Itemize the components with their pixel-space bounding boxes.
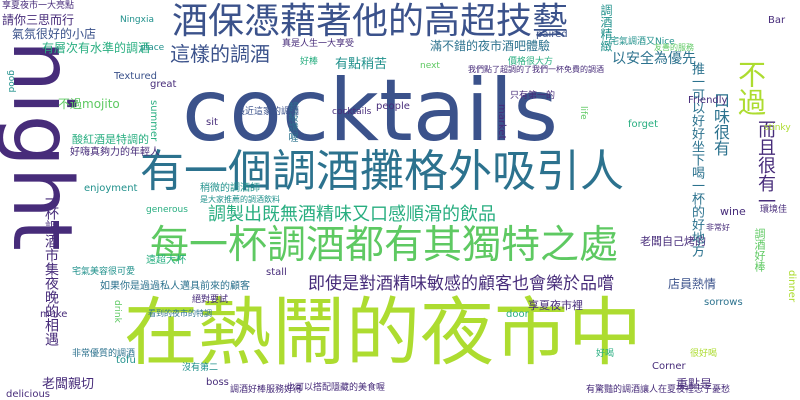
word-market: market xyxy=(496,104,507,140)
word-good-service: 調酒好棒服務好得 xyxy=(230,385,303,395)
word-door: door xyxy=(506,309,529,320)
word-textured: Textured xyxy=(114,71,157,82)
word-exquisite-cocktail: 調酒精緻 xyxy=(599,4,613,52)
word-corner: Corner xyxy=(652,361,686,372)
word-no-second: 沒有第二 xyxy=(182,363,219,373)
word-sour-red-wine: 酸紅酒是特調的 xyxy=(72,133,149,146)
word-great: great xyxy=(150,79,177,90)
word-good: good xyxy=(6,70,16,93)
word-hidden-food: 也可以搭配隱藏的美食喔 xyxy=(286,383,386,393)
word-stall: stall xyxy=(266,267,287,278)
word-energetic-youth: 好嗨真夠力的年輕人 xyxy=(70,147,160,158)
word-tofu: tofu xyxy=(116,355,136,366)
word-ningxia: Ningxia xyxy=(120,15,154,25)
word-bar: Bar xyxy=(768,15,786,26)
word-life-enjoyment: 真是人生一大享受 xyxy=(282,39,355,49)
word-private-customers: 如果你是過過私人邁具前來的顧客 xyxy=(100,281,250,292)
word-warm-staff: 店員熱情 xyxy=(668,277,717,291)
word-recent-cocktail: 最近這家的調酒 xyxy=(236,107,300,117)
word-great-short: 好棒 xyxy=(300,57,319,67)
word-make: make xyxy=(40,309,68,320)
word-safety-first: 以安全為優先 xyxy=(612,51,696,67)
word-friendly: Friendly xyxy=(688,95,728,106)
word-tasty-short: 好喝 xyxy=(596,349,615,359)
word-dinner: dinner xyxy=(786,270,797,303)
word-and-very: 而且很有一 xyxy=(755,120,776,210)
word-cocktails-large: cocktails xyxy=(182,61,558,161)
word-great-cocktail: 調酒好棒 xyxy=(753,228,766,272)
word-cocktail-market-encounter: 一杯調酒市集夜晚的相遇 xyxy=(43,192,59,346)
word-nice-atmosphere: 氣氛很好的小店 xyxy=(12,27,97,41)
word-market-highlight: 享夏夜市一大亮點 xyxy=(2,1,75,11)
word-very-good: 非常好 xyxy=(706,223,730,232)
word-bartender-skill: 酒保憑藉著他的高超技藝 xyxy=(172,1,569,42)
word-night-market: 在熱鬧的夜市中 xyxy=(124,290,642,376)
word-boss: boss xyxy=(206,377,229,388)
word-place: place xyxy=(140,43,165,53)
word-forget-sorrows: 有驚豔的調酒讓人在夏夜裡忘了憂愁 xyxy=(586,385,731,395)
word-summer: summer xyxy=(148,100,159,142)
word-think-twice: 請你三思而行 xyxy=(2,13,75,27)
word-boss-baked: 老闆自己烤的 xyxy=(640,235,706,248)
word-stinky: stinky xyxy=(764,123,791,133)
word-drink: drink xyxy=(112,300,122,323)
word-only-first: 只有第一的 xyxy=(510,91,556,101)
word-taste: 口味很有 xyxy=(711,92,730,156)
word-enjoyment: enjoyment xyxy=(84,183,138,194)
word-extra-large: 遠超大杯 xyxy=(146,255,186,266)
word-bartender: 稍微的調酒師 xyxy=(200,183,260,194)
word-friendly-service: 友善的服務 xyxy=(654,43,694,52)
word-however: 不過 xyxy=(734,60,767,116)
word-delicious: delicious xyxy=(6,389,50,400)
word-good-place-for-drink: 推一可以好好坐下喝一杯的好地方 xyxy=(689,62,704,257)
word-each-cocktail-unique: 每一杯調酒都有其獨特之處 xyxy=(150,223,619,268)
word-slightly-bitter: 有點稍苦 xyxy=(335,57,388,72)
word-key-point: 重點是 xyxy=(676,377,713,391)
word-mojito: 不過mojito xyxy=(58,97,120,111)
word-must-try: 絕對要試 xyxy=(192,295,229,305)
word-wine: wine xyxy=(720,205,746,218)
word-summer-market: 享夏夜市裡 xyxy=(528,299,583,312)
word-kind-boss: 老闆親切 xyxy=(42,377,95,392)
word-forget: forget xyxy=(628,119,658,130)
word-sorrows: sorrows xyxy=(704,297,743,308)
word-environment: 環境佳 xyxy=(760,205,788,215)
word-night-bar-experience: 滿不錯的夜市酒吧體驗 xyxy=(430,39,551,53)
word-smooth-drink: 調製出既無酒精味又口感順滑的飲品 xyxy=(208,204,496,225)
word-generous-price: 價格很大方 xyxy=(508,57,554,67)
word-recommended-drinks: 是大家推薦的調酒飲料 xyxy=(200,195,280,204)
word-cute-atmosphere: 宅氣美容很可愛 xyxy=(72,267,136,277)
word-special-cocktail: 看到的夜市的特調 xyxy=(148,309,212,318)
word-tasty: 很好喝 xyxy=(690,349,718,359)
word-generous: generous xyxy=(146,205,188,215)
word-nice-cocktail: 宅氣調酒又Nice xyxy=(610,37,675,47)
word-cocktails-small: cocktails xyxy=(332,107,372,117)
word-night: night xyxy=(0,40,89,251)
word-sensitive-customers: 即使是對酒精味敏感的顧客也會樂於品嚐 xyxy=(308,274,614,294)
word-next: next xyxy=(420,61,440,71)
word-premium-cocktail: 非常優質的調酒 xyxy=(72,349,136,359)
word-such-cocktail: 這樣的調酒 xyxy=(170,42,270,66)
word-attractive-stall: 有一個調酒攤格外吸引人 xyxy=(140,146,624,197)
word-free-cocktail: 我們點了超調的了我們一杯免費的調酒 xyxy=(468,65,604,74)
word-life: life xyxy=(578,106,588,120)
word-sit: sit xyxy=(206,117,218,128)
word-people: people xyxy=(376,101,410,112)
word-awesome: 超級讚喔 xyxy=(286,102,297,142)
word-paired: paired xyxy=(536,29,568,40)
word-layered-cocktails: 有層次有水準的調酒 xyxy=(42,41,151,55)
